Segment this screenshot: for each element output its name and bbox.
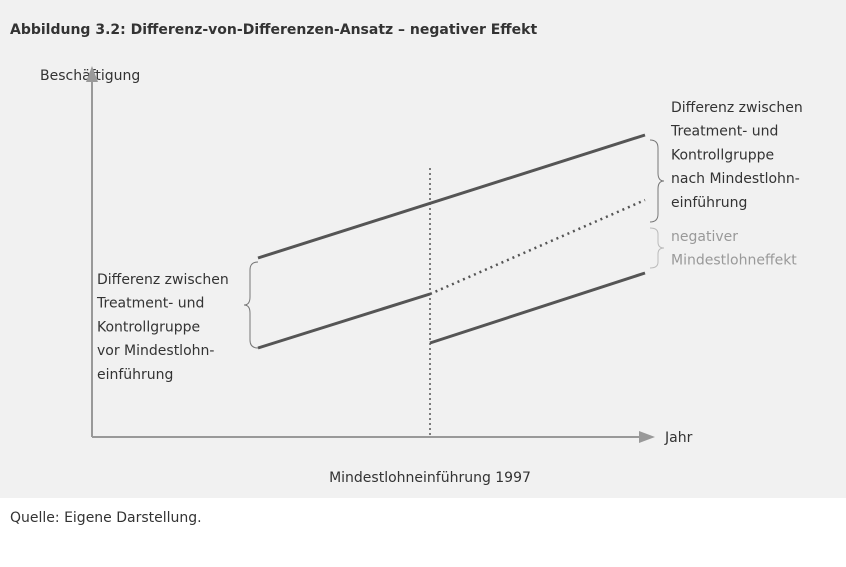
x-axis-label: Jahr <box>664 430 693 446</box>
right-annotation: Differenz zwischen Treatment- und Kontroll… <box>670 100 803 211</box>
annotation-line: negativer <box>671 229 738 245</box>
annotation-line: Treatment- und <box>670 124 778 140</box>
effect-brace <box>649 227 665 269</box>
annotation-line: nach Mindestlohn- <box>671 171 800 187</box>
annotation-line: vor Mindestlohn- <box>97 343 214 359</box>
title: Abbildung 3.2: Differenz-von-Differenzen… <box>10 22 537 38</box>
lines <box>257 133 646 350</box>
x-arrow <box>639 431 655 443</box>
axes <box>91 80 640 438</box>
annotation-line: Kontrollgruppe <box>97 319 200 335</box>
left-brace <box>243 261 259 349</box>
annotation-line: Treatment- und <box>96 296 204 312</box>
annotation-line: Differenz zwischen <box>97 272 229 288</box>
annotation-line: einführung <box>97 367 173 383</box>
effect-annotation: negativer Mindestlohneffekt <box>671 229 797 269</box>
left-annotation: Differenz zwischen Treatment- und Kontroll… <box>96 272 229 383</box>
y-arrow <box>86 66 98 82</box>
annotation-line: einführung <box>671 195 747 211</box>
right-brace <box>649 139 665 223</box>
annotation-line: Kontrollgruppe <box>671 147 774 163</box>
annotation-line: Differenz zwischen <box>671 100 803 116</box>
annotation-line: Mindestlohneffekt <box>671 253 797 269</box>
source: Quelle: Eigene Darstellung. <box>10 510 202 526</box>
panel <box>0 0 846 498</box>
intervention-label: Mindestlohneinführung 1997 <box>329 470 531 486</box>
